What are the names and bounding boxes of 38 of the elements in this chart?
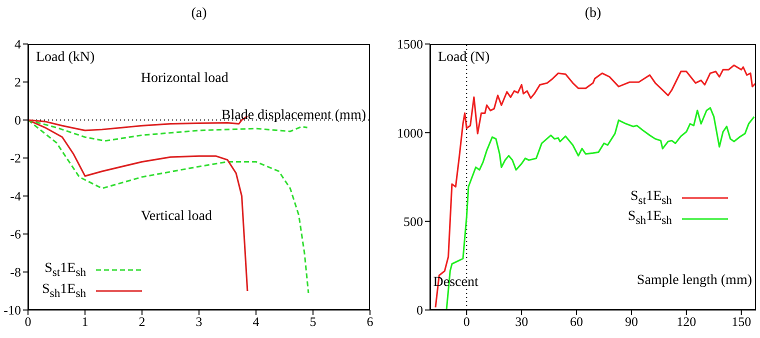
y-tick-label: 2 — [14, 74, 21, 90]
y-tick-label: 1500 — [397, 36, 423, 52]
x-tick-label: 5 — [310, 314, 316, 330]
y-tick-label: 500 — [404, 214, 423, 229]
y-tick-label: -2 — [10, 150, 21, 166]
y-axis-title: Load (N) — [438, 50, 490, 66]
y-tick-label: 4 — [14, 36, 22, 52]
x-tick-label: 6 — [366, 314, 374, 330]
annotation: Vertical load — [140, 208, 212, 225]
y-tick-label: 1000 — [397, 125, 423, 140]
legend-label: S$_{st}$1E$_{sh}$ — [630, 188, 672, 208]
legend-label: S$_{sh}$1E$_{sh}$ — [42, 280, 86, 302]
x-tick-label: 30 — [515, 314, 528, 330]
x-tick-label: 0 — [24, 314, 32, 330]
x-tick-label: 0 — [463, 314, 470, 330]
x-tick-label: 3 — [196, 314, 202, 330]
legend-label: S$_{st}$1E$_{sh}$ — [44, 260, 86, 281]
x-tick-label: 150 — [732, 314, 752, 330]
x-tick-label: 60 — [570, 314, 584, 330]
y-axis-title: Load (kN) — [36, 50, 95, 66]
legend-label: S$_{sh}$1E$_{sh}$ — [628, 208, 672, 230]
x-tick-label: 1 — [82, 314, 88, 330]
y-tick-label: 0 — [416, 302, 423, 318]
x-axis-title: Blade displacement (mm) — [221, 108, 366, 124]
annotation: Horizontal load — [140, 70, 228, 87]
x-tick-label: 120 — [676, 314, 696, 330]
x-axis-title: Sample length (mm) — [636, 272, 752, 289]
x-tick-label: 90 — [624, 314, 638, 330]
chart-title: (a) — [190, 6, 208, 22]
y-tick-label: -10 — [4, 302, 21, 318]
y-tick-label: -6 — [10, 226, 22, 242]
y-tick-label: -4 — [10, 188, 22, 204]
x-tick-label: 2 — [138, 314, 146, 330]
y-tick-label: -8 — [10, 264, 21, 280]
chart-title: (b) — [584, 6, 602, 22]
y-tick-label: 0 — [14, 112, 21, 128]
x-tick-label: 4 — [252, 314, 260, 330]
line-series — [434, 64, 756, 308]
